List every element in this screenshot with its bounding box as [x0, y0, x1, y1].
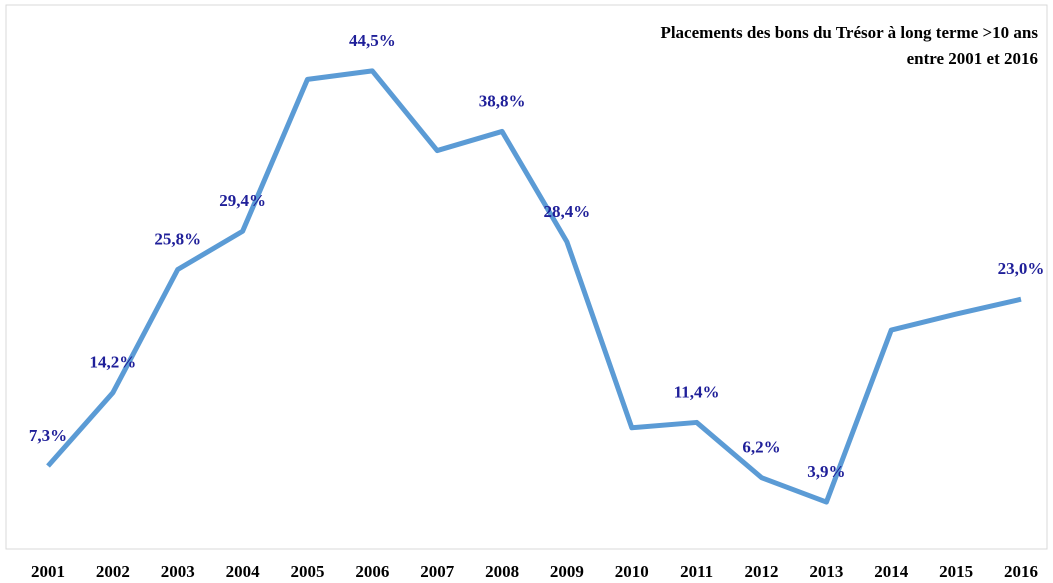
data-label: 7,3%	[29, 426, 67, 445]
data-label: 3,9%	[807, 462, 845, 481]
data-label: 14,2%	[89, 353, 136, 372]
x-tick-label: 2008	[485, 562, 519, 581]
x-tick-label: 2007	[420, 562, 455, 581]
x-tick-label: 2013	[809, 562, 843, 581]
x-tick-label: 2004	[226, 562, 261, 581]
data-label: 6,2%	[742, 438, 780, 457]
x-tick-label: 2001	[31, 562, 65, 581]
x-tick-label: 2010	[615, 562, 649, 581]
data-label: 38,8%	[479, 91, 526, 110]
x-tick-label: 2009	[550, 562, 584, 581]
x-tick-label: 2016	[1004, 562, 1038, 581]
x-tick-label: 2002	[96, 562, 130, 581]
x-tick-label: 2015	[939, 562, 973, 581]
chart-title: entre 2001 et 2016	[907, 49, 1038, 68]
data-label: 23,0%	[998, 259, 1045, 278]
line	[46, 68, 1022, 505]
data-label: 25,8%	[154, 229, 201, 248]
data-label: 44,5%	[349, 31, 396, 50]
x-tick-label: 2005	[290, 562, 324, 581]
plot-frame	[5, 4, 1048, 550]
x-tick-label: 2012	[745, 562, 779, 581]
data-label: 29,4%	[219, 191, 266, 210]
x-tick-label: 2014	[874, 562, 909, 581]
x-tick-label: 2006	[355, 562, 389, 581]
data-label: 28,4%	[544, 202, 591, 221]
x-tick-label: 2011	[680, 562, 713, 581]
x-tick-label: 2003	[161, 562, 195, 581]
chart-title: Placements des bons du Trésor à long ter…	[660, 23, 1038, 42]
data-label: 11,4%	[674, 382, 720, 401]
